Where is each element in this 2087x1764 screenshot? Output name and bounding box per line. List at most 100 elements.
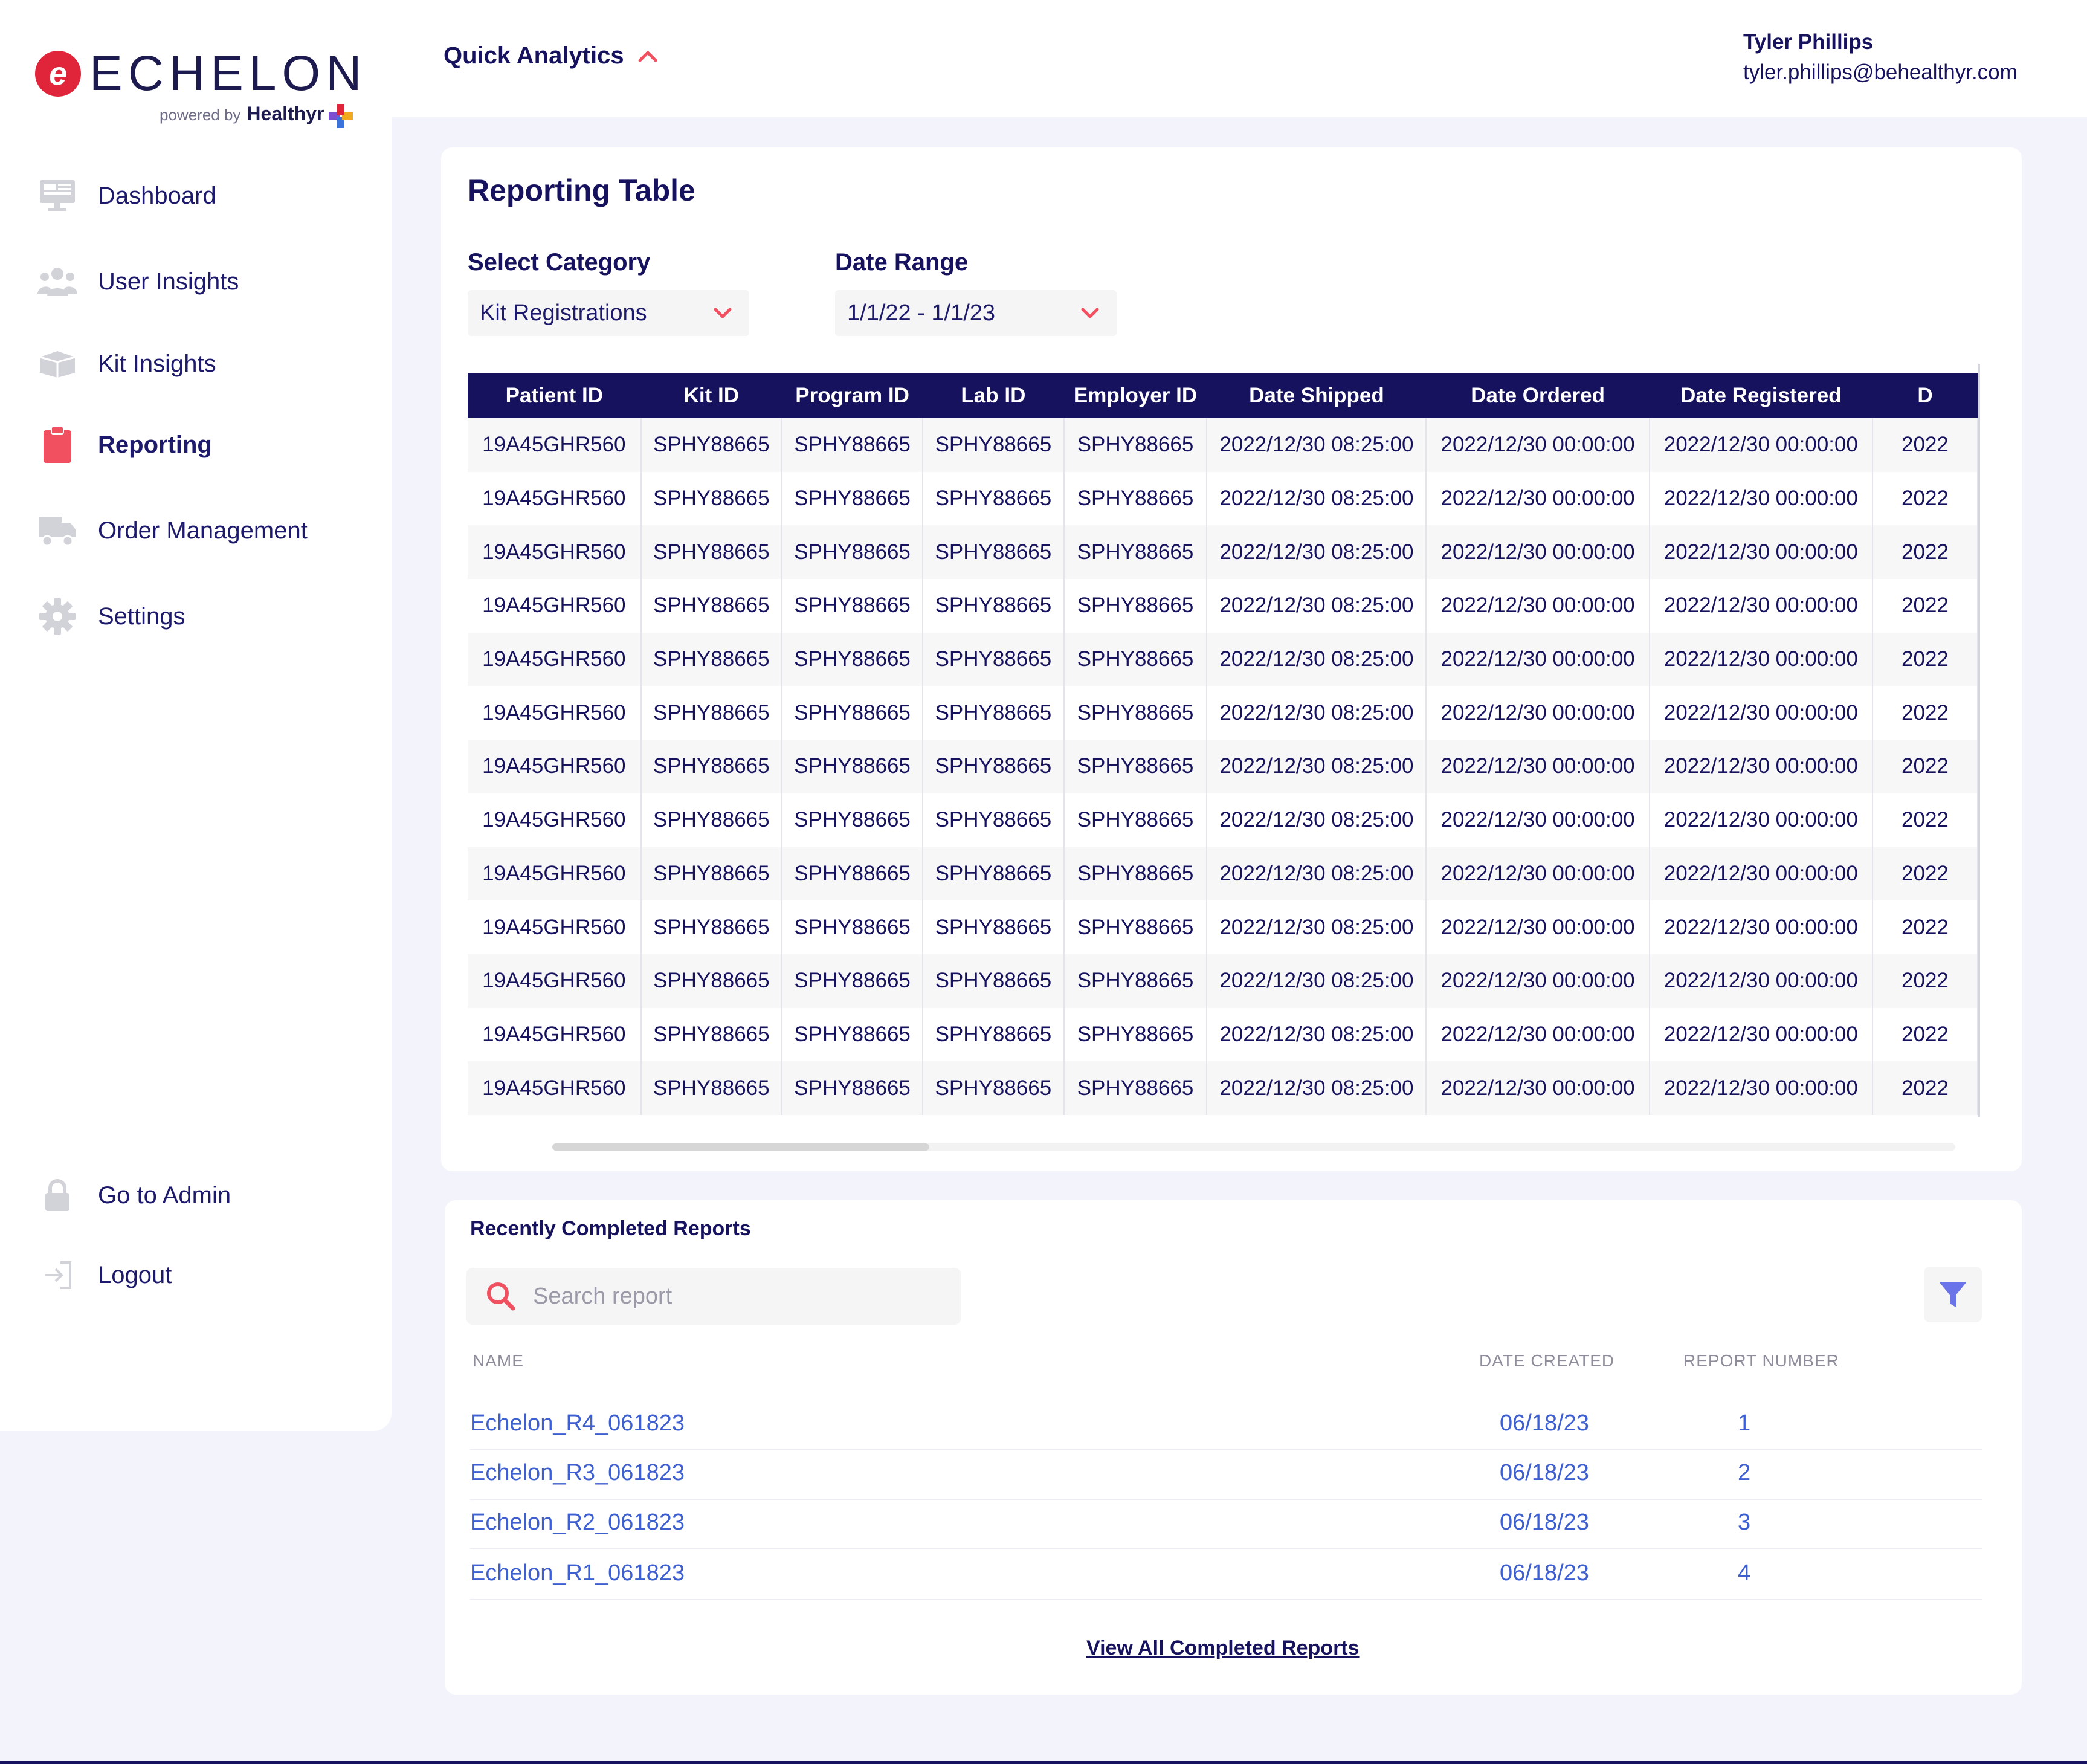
table-cell: 19A45GHR560	[468, 525, 642, 580]
sidebar-item-go-to-admin[interactable]: Go to Admin	[37, 1176, 231, 1215]
list-item[interactable]: Echelon_R4_061823 06/18/23 1	[470, 1400, 1982, 1450]
truck-icon	[37, 514, 77, 548]
column-header[interactable]: D	[1872, 373, 1978, 418]
table-cell: SPHY88665	[640, 1061, 782, 1115]
table-cell: SPHY88665	[923, 900, 1065, 954]
column-header[interactable]: Patient ID	[468, 373, 641, 418]
column-header[interactable]: Kit ID	[640, 373, 782, 418]
table-row[interactable]: 19A45GHR560 SPHY88665 SPHY88665 SPHY88665 SP…	[468, 740, 1978, 793]
table-cell: 2022/12/30 08:25:00	[1207, 525, 1427, 580]
sidebar-item-label: Reporting	[98, 431, 212, 458]
table-cell: 2022	[1872, 1061, 1978, 1115]
table-cell: 2022/12/30 00:00:00	[1649, 686, 1873, 740]
table-cell: SPHY88665	[923, 847, 1065, 901]
table-cell: SPHY88665	[640, 471, 782, 526]
powered-by-text: powered by	[160, 106, 241, 124]
table-cell: SPHY88665	[781, 686, 924, 740]
table-cell: 2022/12/30 00:00:00	[1649, 418, 1873, 472]
report-name-link[interactable]: Echelon_R2_061823	[470, 1510, 685, 1535]
table-row[interactable]: 19A45GHR560 SPHY88665 SPHY88665 SPHY88665 SP…	[468, 1007, 1978, 1062]
filter-button[interactable]	[1924, 1267, 1982, 1322]
list-item[interactable]: Echelon_R2_061823 06/18/23 3	[470, 1499, 1982, 1549]
table-cell: 2022/12/30 00:00:00	[1426, 579, 1650, 633]
sidebar-item-reporting[interactable]: Reporting	[37, 425, 212, 464]
table-row[interactable]: 19A45GHR560 SPHY88665 SPHY88665 SPHY88665 SP…	[468, 686, 1978, 740]
table-cell: SPHY88665	[1063, 686, 1208, 740]
table-cell: SPHY88665	[1063, 900, 1208, 954]
column-header[interactable]: Program ID	[781, 373, 923, 418]
column-header[interactable]: Date Registered	[1649, 373, 1872, 418]
recent-reports-title: Recently Completed Reports	[470, 1217, 751, 1240]
table-cell: 2022/12/30 08:25:00	[1207, 740, 1427, 793]
table-row[interactable]: 19A45GHR560 SPHY88665 SPHY88665 SPHY88665 SP…	[468, 954, 1978, 1008]
column-header[interactable]: Date Ordered	[1426, 373, 1650, 418]
search-input[interactable]	[532, 1282, 945, 1310]
list-item[interactable]: Echelon_R1_061823 06/18/23 4	[470, 1549, 1982, 1600]
sidebar-item-settings[interactable]: Settings	[37, 597, 185, 636]
table-row[interactable]: 19A45GHR560 SPHY88665 SPHY88665 SPHY88665 SP…	[468, 579, 1978, 633]
table-cell: 2022/12/30 08:25:00	[1207, 900, 1427, 954]
report-name-link[interactable]: Echelon_R1_061823	[470, 1560, 685, 1586]
list-item[interactable]: Echelon_R3_061823 06/18/23 2	[470, 1449, 1982, 1500]
table-cell: 2022	[1872, 847, 1978, 901]
table-cell: SPHY88665	[923, 579, 1065, 633]
table-cell: 2022/12/30 00:00:00	[1649, 900, 1873, 954]
search-box[interactable]	[466, 1268, 961, 1325]
horizontal-scrollbar[interactable]	[552, 1143, 1955, 1151]
table-cell: SPHY88665	[1063, 525, 1208, 580]
table-cell: 2022	[1872, 900, 1978, 954]
echelon-logo[interactable]: e ECHELON powered by Healthyr	[35, 46, 373, 131]
sidebar-item-dashboard[interactable]: Dashboard	[37, 176, 216, 215]
table-cell: 2022/12/30 00:00:00	[1426, 954, 1650, 1008]
table-row[interactable]: 19A45GHR560 SPHY88665 SPHY88665 SPHY88665 SP…	[468, 471, 1978, 526]
table-cell: SPHY88665	[640, 793, 782, 847]
scrollbar-thumb[interactable]	[552, 1143, 929, 1151]
table-row[interactable]: 19A45GHR560 SPHY88665 SPHY88665 SPHY88665 SP…	[468, 847, 1978, 901]
report-name-link[interactable]: Echelon_R4_061823	[470, 1410, 685, 1436]
sidebar-item-label: Kit Insights	[98, 350, 216, 377]
table-row[interactable]: 19A45GHR560 SPHY88665 SPHY88665 SPHY88665 SP…	[468, 1061, 1978, 1115]
sidebar-item-label: Dashboard	[98, 182, 216, 209]
table-cell: SPHY88665	[923, 525, 1065, 580]
table-cell: 2022/12/30 08:25:00	[1207, 954, 1427, 1008]
report-name-link[interactable]: Echelon_R3_061823	[470, 1460, 685, 1485]
table-row[interactable]: 19A45GHR560 SPHY88665 SPHY88665 SPHY88665 SP…	[468, 632, 1978, 687]
table-row[interactable]: 19A45GHR560 SPHY88665 SPHY88665 SPHY88665 SP…	[468, 418, 1978, 472]
report-number: 4	[1738, 1560, 1751, 1586]
reporting-table-scroll[interactable]: Patient ID Kit ID Program ID Lab ID Employer…	[468, 373, 1978, 1117]
table-row[interactable]: 19A45GHR560 SPHY88665 SPHY88665 SPHY88665 SP…	[468, 900, 1978, 954]
date-range-select[interactable]: 1/1/22 - 1/1/23	[835, 290, 1117, 336]
table-cell: 2022/12/30 00:00:00	[1426, 740, 1650, 793]
column-header[interactable]: Employer ID	[1063, 373, 1207, 418]
sidebar-item-order-management[interactable]: Order Management	[37, 511, 308, 550]
sidebar-item-kit-insights[interactable]: Kit Insights	[37, 344, 216, 383]
column-header[interactable]: Date Shipped	[1207, 373, 1427, 418]
quick-analytics-toggle[interactable]: Quick Analytics	[444, 42, 658, 69]
sidebar-item-label: Go to Admin	[98, 1181, 231, 1209]
column-header-report-number: REPORT NUMBER	[1683, 1351, 1839, 1370]
column-header[interactable]: Lab ID	[923, 373, 1064, 418]
table-cell: 19A45GHR560	[468, 1007, 642, 1062]
recent-reports-card: Recently Completed Reports NAME DATE CRE…	[445, 1200, 2022, 1695]
table-row[interactable]: 19A45GHR560 SPHY88665 SPHY88665 SPHY88665 SP…	[468, 525, 1978, 580]
sidebar-item-label: User Insights	[98, 268, 239, 295]
table-cell: 2022/12/30 00:00:00	[1649, 954, 1873, 1008]
users-icon	[37, 265, 77, 299]
sidebar-item-logout[interactable]: Logout	[37, 1256, 172, 1294]
table-cell: SPHY88665	[923, 686, 1065, 740]
category-select[interactable]: Kit Registrations	[468, 290, 749, 336]
table-row[interactable]: 19A45GHR560 SPHY88665 SPHY88665 SPHY88665 SP…	[468, 793, 1978, 847]
table-cell: SPHY88665	[923, 1007, 1065, 1062]
view-all-reports-link[interactable]: View All Completed Reports	[1086, 1636, 1360, 1659]
sidebar-item-user-insights[interactable]: User Insights	[37, 262, 239, 301]
table-cell: SPHY88665	[781, 793, 924, 847]
report-number: 1	[1738, 1410, 1751, 1436]
table-cell: SPHY88665	[640, 418, 782, 472]
table-cell: 2022/12/30 00:00:00	[1426, 525, 1650, 580]
table-cell: 2022/12/30 00:00:00	[1426, 1007, 1650, 1062]
table-cell: 2022/12/30 00:00:00	[1426, 793, 1650, 847]
table-cell: 2022/12/30 08:25:00	[1207, 632, 1427, 687]
table-cell: 2022/12/30 08:25:00	[1207, 579, 1427, 633]
table-cell: SPHY88665	[923, 418, 1065, 472]
table-cell: 2022/12/30 00:00:00	[1649, 1007, 1873, 1062]
